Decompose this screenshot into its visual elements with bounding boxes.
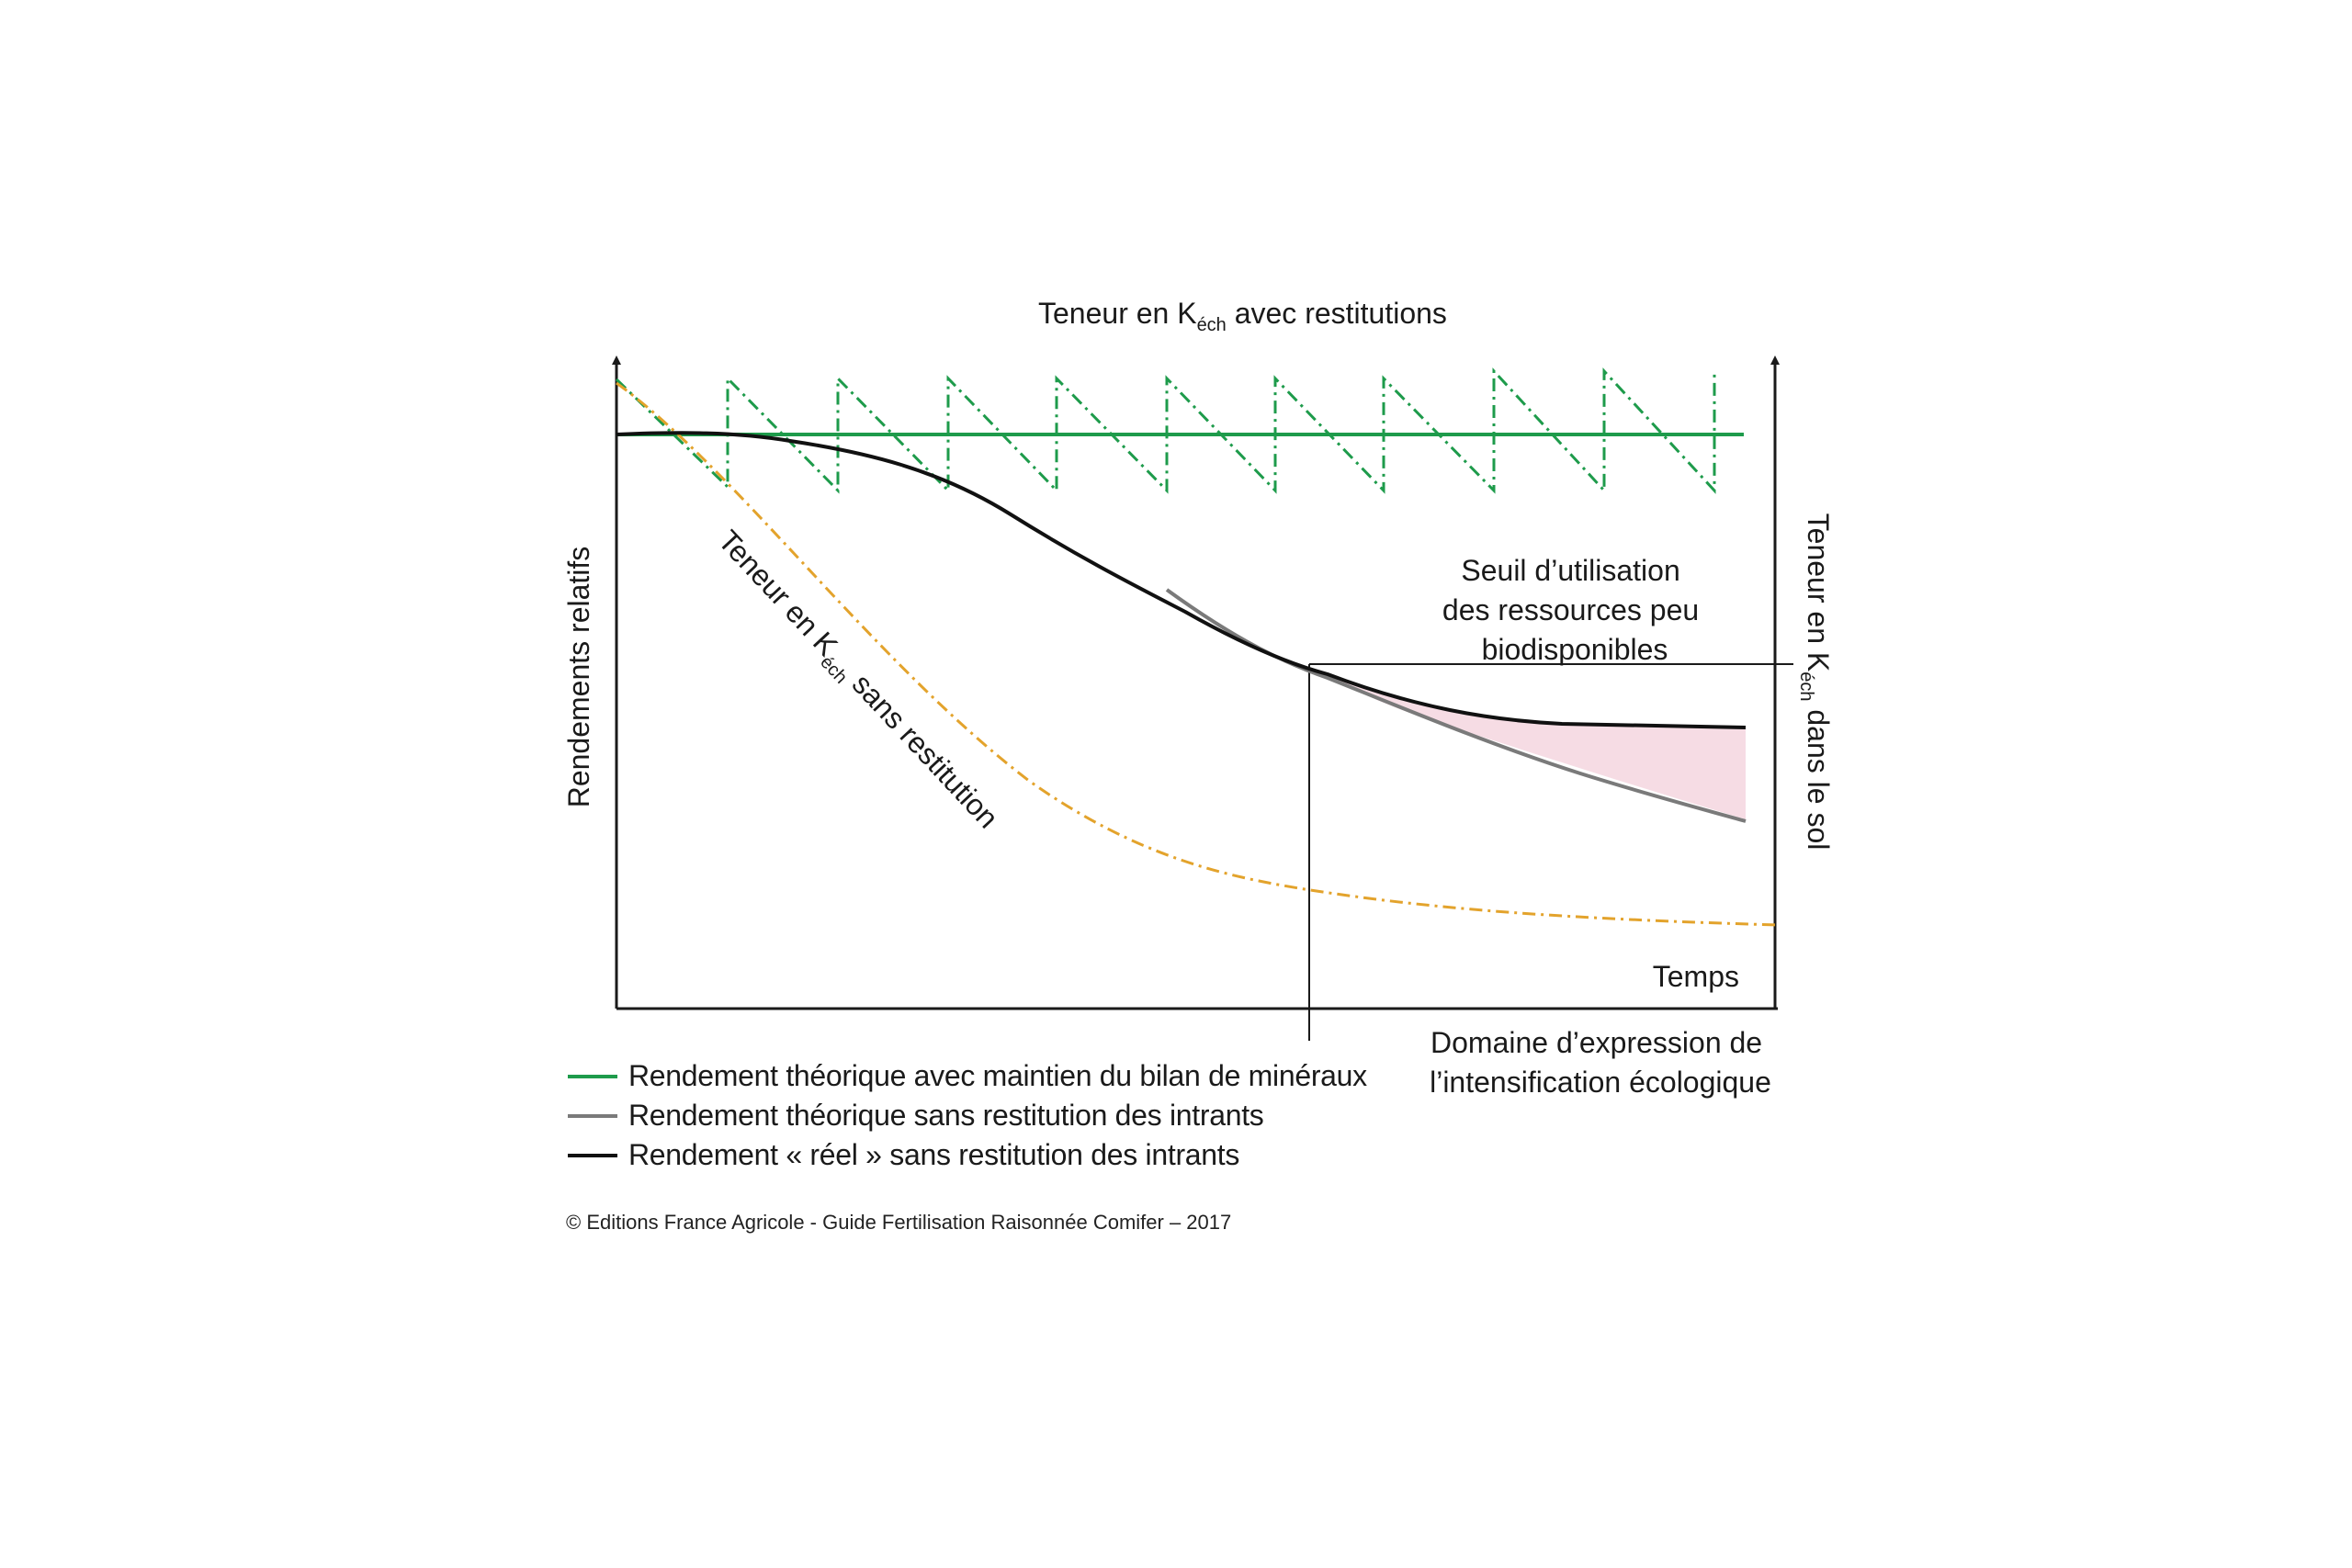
yield-gap-area	[1328, 674, 1746, 819]
legend-item-green: Rendement théorique avec maintien du bil…	[568, 1056, 1367, 1096]
right-axis-label: Teneur en Kéch dans le sol	[1796, 513, 1835, 851]
legend-item-black: Rendement « réel » sans restitution des …	[568, 1135, 1367, 1175]
legend-label: Rendement « réel » sans restitution des …	[628, 1138, 1240, 1171]
diagonal-k-content-label: Teneur en Kéch sans restitution	[707, 524, 1004, 838]
legend-label: Rendement théorique avec maintien du bil…	[628, 1059, 1367, 1092]
domain-label: Domaine d’expression de l’intensificatio…	[1430, 1026, 1771, 1099]
left-axis-label: Rendements relatifs	[562, 547, 595, 808]
top-k-content-label: Teneur en Kéch avec restitutions	[1038, 297, 1447, 335]
legend-item-gray: Rendement théorique sans restitution des…	[568, 1096, 1367, 1135]
legend-label: Rendement théorique sans restitution des…	[628, 1099, 1264, 1132]
legend-swatch-gray	[568, 1113, 617, 1118]
legend-swatch-black	[568, 1153, 617, 1157]
legend-swatch-green	[568, 1074, 617, 1078]
green-sawtooth-k-content	[615, 367, 1716, 494]
orange-k-content-no-restitution	[616, 381, 1779, 927]
legend: Rendement théorique avec maintien du bil…	[568, 1056, 1367, 1175]
x-axis-label: Temps	[1653, 960, 1739, 993]
threshold-label: Seuil d’utilisation des ressources peu b…	[1442, 554, 1707, 666]
black-real-yield-line	[616, 431, 1747, 729]
copyright-text: © Editions France Agricole - Guide Ferti…	[566, 1211, 1232, 1234]
